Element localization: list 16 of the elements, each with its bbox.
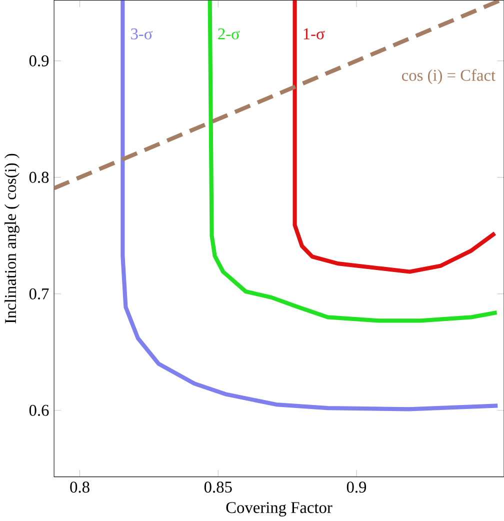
y-tick-label: 0.6 [29,404,49,416]
line-series [120,0,500,412]
y-tick-label: 0.8 [29,172,48,183]
series-label: cos (i) = Cfact [402,69,496,84]
y-tick-label: 0.7 [29,288,49,300]
x-tick-label: 0.8 [70,482,90,493]
x-tick-label: 0.9 [346,482,366,493]
x-axis-title: Covering Factor [226,502,332,516]
line-series [208,0,499,323]
series-label: 1-σ [304,28,324,40]
series-label: 3-σ [130,28,152,40]
y-tick-label: 0.9 [29,55,48,66]
series-label: 2-σ [218,28,240,40]
line-series [292,0,497,274]
x-tick-label: 0.85 [204,482,232,493]
y-axis-title: Inclination angle ( cos(i) ) [4,154,20,324]
